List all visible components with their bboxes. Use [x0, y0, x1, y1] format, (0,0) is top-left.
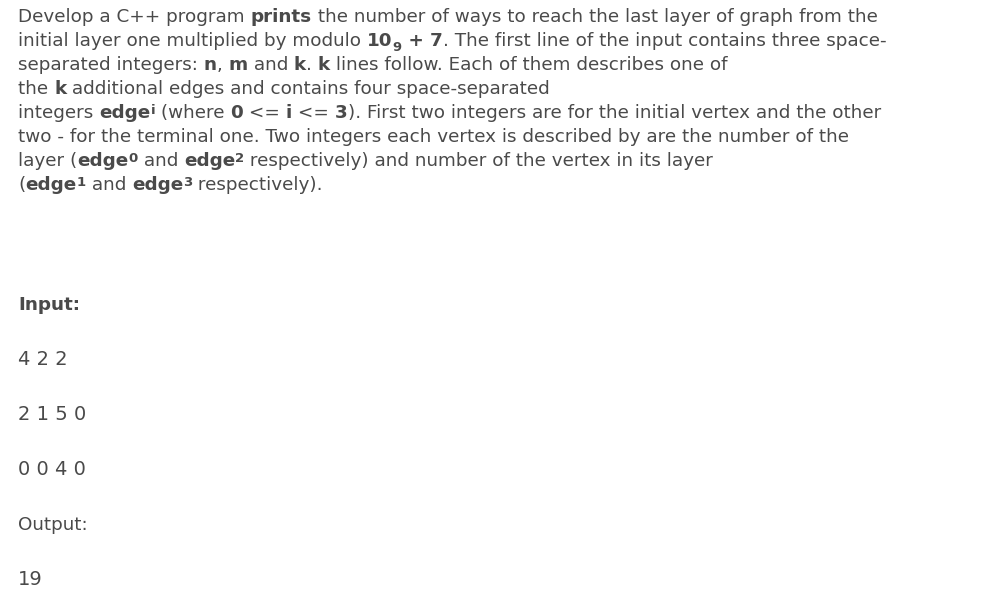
Text: k: k	[318, 56, 330, 74]
Text: 4 2 2: 4 2 2	[18, 350, 68, 369]
Text: 7: 7	[429, 32, 442, 50]
Text: 2 1 5 0: 2 1 5 0	[18, 405, 87, 424]
Text: and: and	[86, 176, 131, 194]
Text: ,: ,	[217, 56, 228, 74]
Text: n: n	[204, 56, 217, 74]
Text: edge: edge	[100, 104, 150, 122]
Text: (: (	[18, 176, 25, 194]
Text: respectively) and number of the vertex in its layer: respectively) and number of the vertex i…	[244, 152, 713, 170]
Text: and: and	[137, 152, 184, 170]
Text: layer (: layer (	[18, 152, 78, 170]
Text: <=: <=	[292, 104, 335, 122]
Text: edge: edge	[78, 152, 128, 170]
Text: the number of ways to reach the last layer of graph from the: the number of ways to reach the last lay…	[312, 8, 877, 26]
Text: 0: 0	[230, 104, 243, 122]
Text: 9: 9	[392, 41, 401, 54]
Text: separated integers:: separated integers:	[18, 56, 204, 74]
Text: 3: 3	[335, 104, 348, 122]
Text: 3: 3	[183, 176, 192, 189]
Text: prints: prints	[251, 8, 312, 26]
Text: i: i	[286, 104, 292, 122]
Text: . The first line of the input contains three space-: . The first line of the input contains t…	[442, 32, 886, 50]
Text: two - for the terminal one. Two integers each vertex is described by are the num: two - for the terminal one. Two integers…	[18, 128, 849, 146]
Text: Input:: Input:	[18, 296, 80, 314]
Text: edge: edge	[25, 176, 77, 194]
Text: <=: <=	[243, 104, 286, 122]
Text: the: the	[18, 80, 54, 98]
Text: 19: 19	[18, 570, 43, 589]
Text: Develop a C++ program: Develop a C++ program	[18, 8, 251, 26]
Text: 0: 0	[128, 152, 137, 166]
Text: 10: 10	[367, 32, 392, 50]
Text: ). First two integers are for the initial vertex and the other: ). First two integers are for the initia…	[348, 104, 880, 122]
Text: 0 0 4 0: 0 0 4 0	[18, 460, 86, 479]
Text: +: +	[401, 32, 429, 50]
Text: k: k	[54, 80, 67, 98]
Text: integers: integers	[18, 104, 100, 122]
Text: additional edges and contains four space-separated: additional edges and contains four space…	[67, 80, 550, 98]
Text: i: i	[150, 104, 155, 117]
Text: respectively).: respectively).	[192, 176, 323, 194]
Text: initial layer one multiplied by modulo: initial layer one multiplied by modulo	[18, 32, 367, 50]
Text: 1: 1	[77, 176, 86, 189]
Text: edge: edge	[184, 152, 235, 170]
Text: .: .	[306, 56, 318, 74]
Text: lines follow. Each of them describes one of: lines follow. Each of them describes one…	[330, 56, 728, 74]
Text: k: k	[294, 56, 306, 74]
Text: m: m	[228, 56, 248, 74]
Text: 2: 2	[235, 152, 244, 166]
Text: and: and	[248, 56, 294, 74]
Text: Output:: Output:	[18, 516, 88, 534]
Text: edge: edge	[131, 176, 183, 194]
Text: (where: (where	[155, 104, 230, 122]
